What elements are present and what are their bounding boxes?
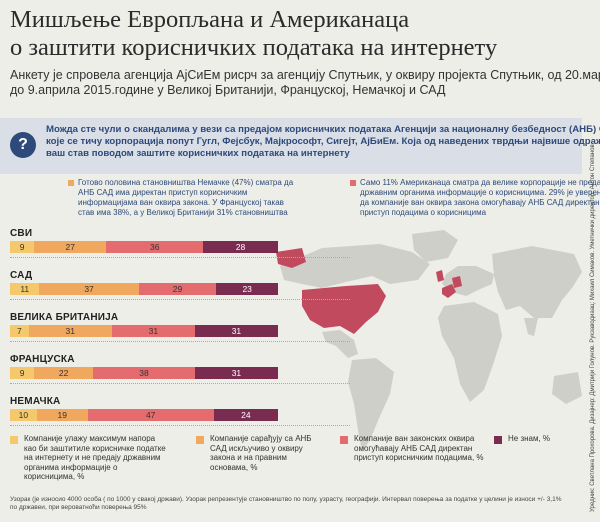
map-france — [442, 284, 456, 298]
category-label: САД — [10, 270, 33, 281]
callout-right-marker — [350, 180, 356, 186]
footnote: Узорак (је износио 4000 особа ( по 1000 … — [10, 496, 570, 512]
callout-left-marker — [68, 180, 74, 186]
map-north-america-north — [280, 244, 430, 288]
row-divider — [10, 299, 350, 300]
legend-4-line-1: Не знам, % — [508, 434, 551, 443]
bar-segment: 19 — [36, 409, 88, 421]
bar-segment: 31 — [111, 325, 195, 337]
question-line-2: које се тичу корпорација попут Гугл, Феј… — [46, 136, 600, 147]
legend-2-line-3: закона и на правним — [210, 453, 287, 462]
map-central-america — [322, 330, 358, 358]
legend-1-line-3: на интернету и не предају државним — [24, 453, 161, 462]
map-australia — [552, 372, 582, 404]
row-divider — [10, 383, 350, 384]
callout-left-line-4: став има 38%, а у Великој Британији 31% … — [78, 208, 288, 217]
title-line-1: Мишљење Европљана и Американаца — [10, 6, 410, 33]
bar-segment: 23 — [216, 283, 278, 295]
legend-1-line-1: Компаније улажу максимум напора — [24, 434, 156, 443]
callout-right: Само 11% Американаца сматра да велике ко… — [360, 178, 600, 218]
bar-segment: 9 — [10, 367, 35, 379]
row-divider — [10, 341, 350, 342]
map-asia — [492, 246, 582, 318]
legend-3-line-3: приступ корисничким подацима, % — [354, 453, 484, 462]
question-line-3: ваш став поводом заштите корисничких под… — [46, 148, 350, 159]
legend-label-3: Компаније ван законских оквира омогућава… — [354, 434, 494, 463]
footnote-line-2: по државеи, при вероватноћи поверења 95% — [10, 504, 147, 511]
bar-segment: 9 — [10, 241, 35, 253]
map-south-america — [348, 358, 394, 452]
category-label: НЕМАЧКА — [10, 396, 61, 407]
world-map-icon — [276, 230, 582, 452]
legend-2-line-2: САД искључиво у оквиру — [210, 443, 303, 453]
bar-segment: 28 — [202, 241, 278, 253]
callout-left-line-2: АНБ САД има директан приступ корисничким — [78, 188, 248, 197]
bar-segment: 47 — [87, 409, 214, 421]
bar-segment: 29 — [138, 283, 217, 295]
callout-right-line-4: приступ подацима о корисницима — [360, 208, 487, 217]
callout-right-line-2: државним органима информације о корисниц… — [360, 188, 600, 197]
bar-segment: 10 — [10, 409, 37, 421]
legend-3-line-2: омогућавају АНБ САД директан — [354, 443, 473, 453]
legend-swatch-3 — [340, 436, 348, 444]
bar-segment: 31 — [194, 367, 278, 379]
credits: Уредник: Светлана Прохорова. Дизајнер: Д… — [590, 144, 596, 512]
bar-segment: 31 — [28, 325, 112, 337]
bar-segment: 37 — [39, 283, 139, 295]
bar-segment: 7 — [10, 325, 29, 337]
footnote-line-1: Узорак (је износио 4000 особа ( по 1000 … — [10, 496, 562, 503]
row-divider — [10, 257, 350, 258]
question-band — [0, 118, 582, 174]
row-divider — [10, 425, 350, 426]
survey-question: Можда сте чули о скандалима у вези са пр… — [46, 124, 600, 160]
callout-left-line-1: Готово половина становништва Немачке (47… — [78, 178, 294, 187]
legend-swatch-2 — [196, 436, 204, 444]
bar-segment: 36 — [106, 241, 203, 253]
bar-segment: 11 — [10, 283, 40, 295]
map-india — [524, 318, 538, 336]
category-label: ФРАНЦУСКА — [10, 354, 75, 365]
legend-label-1: Компаније улажу максимум напора као би з… — [24, 434, 174, 482]
question-icon: ? — [10, 132, 36, 158]
map-alaska — [276, 248, 306, 268]
callout-left: Готово половина становништва Немачке (47… — [78, 178, 294, 218]
legend-2-line-1: Компаније сарађују са АНБ — [210, 434, 312, 443]
map-europe — [442, 266, 494, 296]
legend-2-line-4: основама, % — [210, 462, 258, 472]
map-africa — [438, 302, 502, 402]
bar-segment: 38 — [93, 367, 195, 379]
legend-swatch-4 — [494, 436, 502, 444]
map-usa — [302, 284, 386, 334]
callout-left-line-3: информацијама ван оквира закона. У Франц… — [78, 198, 284, 207]
bar-segment: 27 — [34, 241, 107, 253]
legend-label-2: Компаније сарађују са АНБ САД искључиво … — [210, 434, 330, 472]
legend-swatch-1 — [10, 436, 18, 444]
bar-segment: 24 — [213, 409, 278, 421]
map-germany — [452, 276, 462, 288]
map-uk — [436, 270, 444, 282]
legend-1-line-4: органима информације о — [24, 462, 118, 472]
page-title: Мишљење Европљана и Американаца о заштит… — [10, 6, 570, 62]
legend-1-line-2: као би заштитиле корисничке податке — [24, 443, 166, 453]
callout-right-line-3: да компаније ван оквира закона омогућава… — [360, 198, 600, 207]
legend-label-4: Не знам, % — [508, 434, 578, 444]
legend-1-line-5: корисницима, % — [24, 472, 85, 481]
category-label: СВИ — [10, 228, 33, 239]
subtitle-line-2: до 9.априла 2015.године у Великој Британ… — [10, 83, 446, 97]
category-label: ВЕЛИКА БРИТАНИЈА — [10, 312, 119, 323]
page-subtitle: Анкету је спровела агенција АјСиЕм рисрч… — [10, 68, 600, 98]
bar-segment: 22 — [34, 367, 94, 379]
title-line-2: о заштити корисничких података на интерн… — [10, 34, 498, 61]
question-line-1: Можда сте чули о скандалима у вези са пр… — [46, 124, 600, 135]
subtitle-line-1: Анкету је спровела агенција АјСиЕм рисрч… — [10, 68, 600, 82]
bar-segment: 31 — [194, 325, 278, 337]
map-greenland — [412, 230, 458, 262]
callout-right-line-1: Само 11% Американаца сматра да велике ко… — [360, 178, 600, 187]
legend-3-line-1: Компаније ван законских оквира — [354, 434, 475, 443]
